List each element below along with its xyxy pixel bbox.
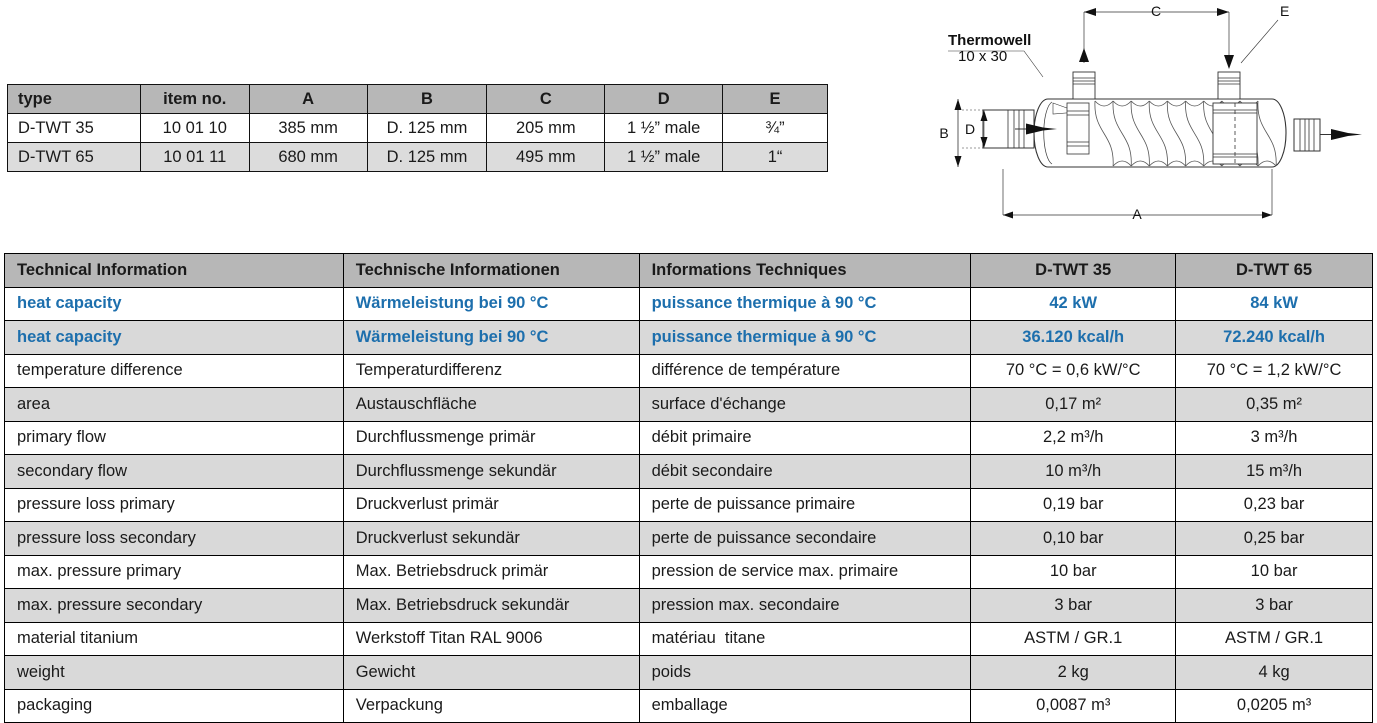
svg-text:C: C	[1151, 3, 1161, 19]
svg-text:10 x 30: 10 x 30	[958, 48, 1007, 65]
svg-text:E: E	[1280, 3, 1289, 19]
svg-text:D: D	[965, 121, 975, 137]
svg-text:A: A	[1132, 206, 1142, 222]
svg-text:B: B	[939, 125, 948, 141]
svg-text:Thermowell: Thermowell	[948, 32, 1031, 49]
